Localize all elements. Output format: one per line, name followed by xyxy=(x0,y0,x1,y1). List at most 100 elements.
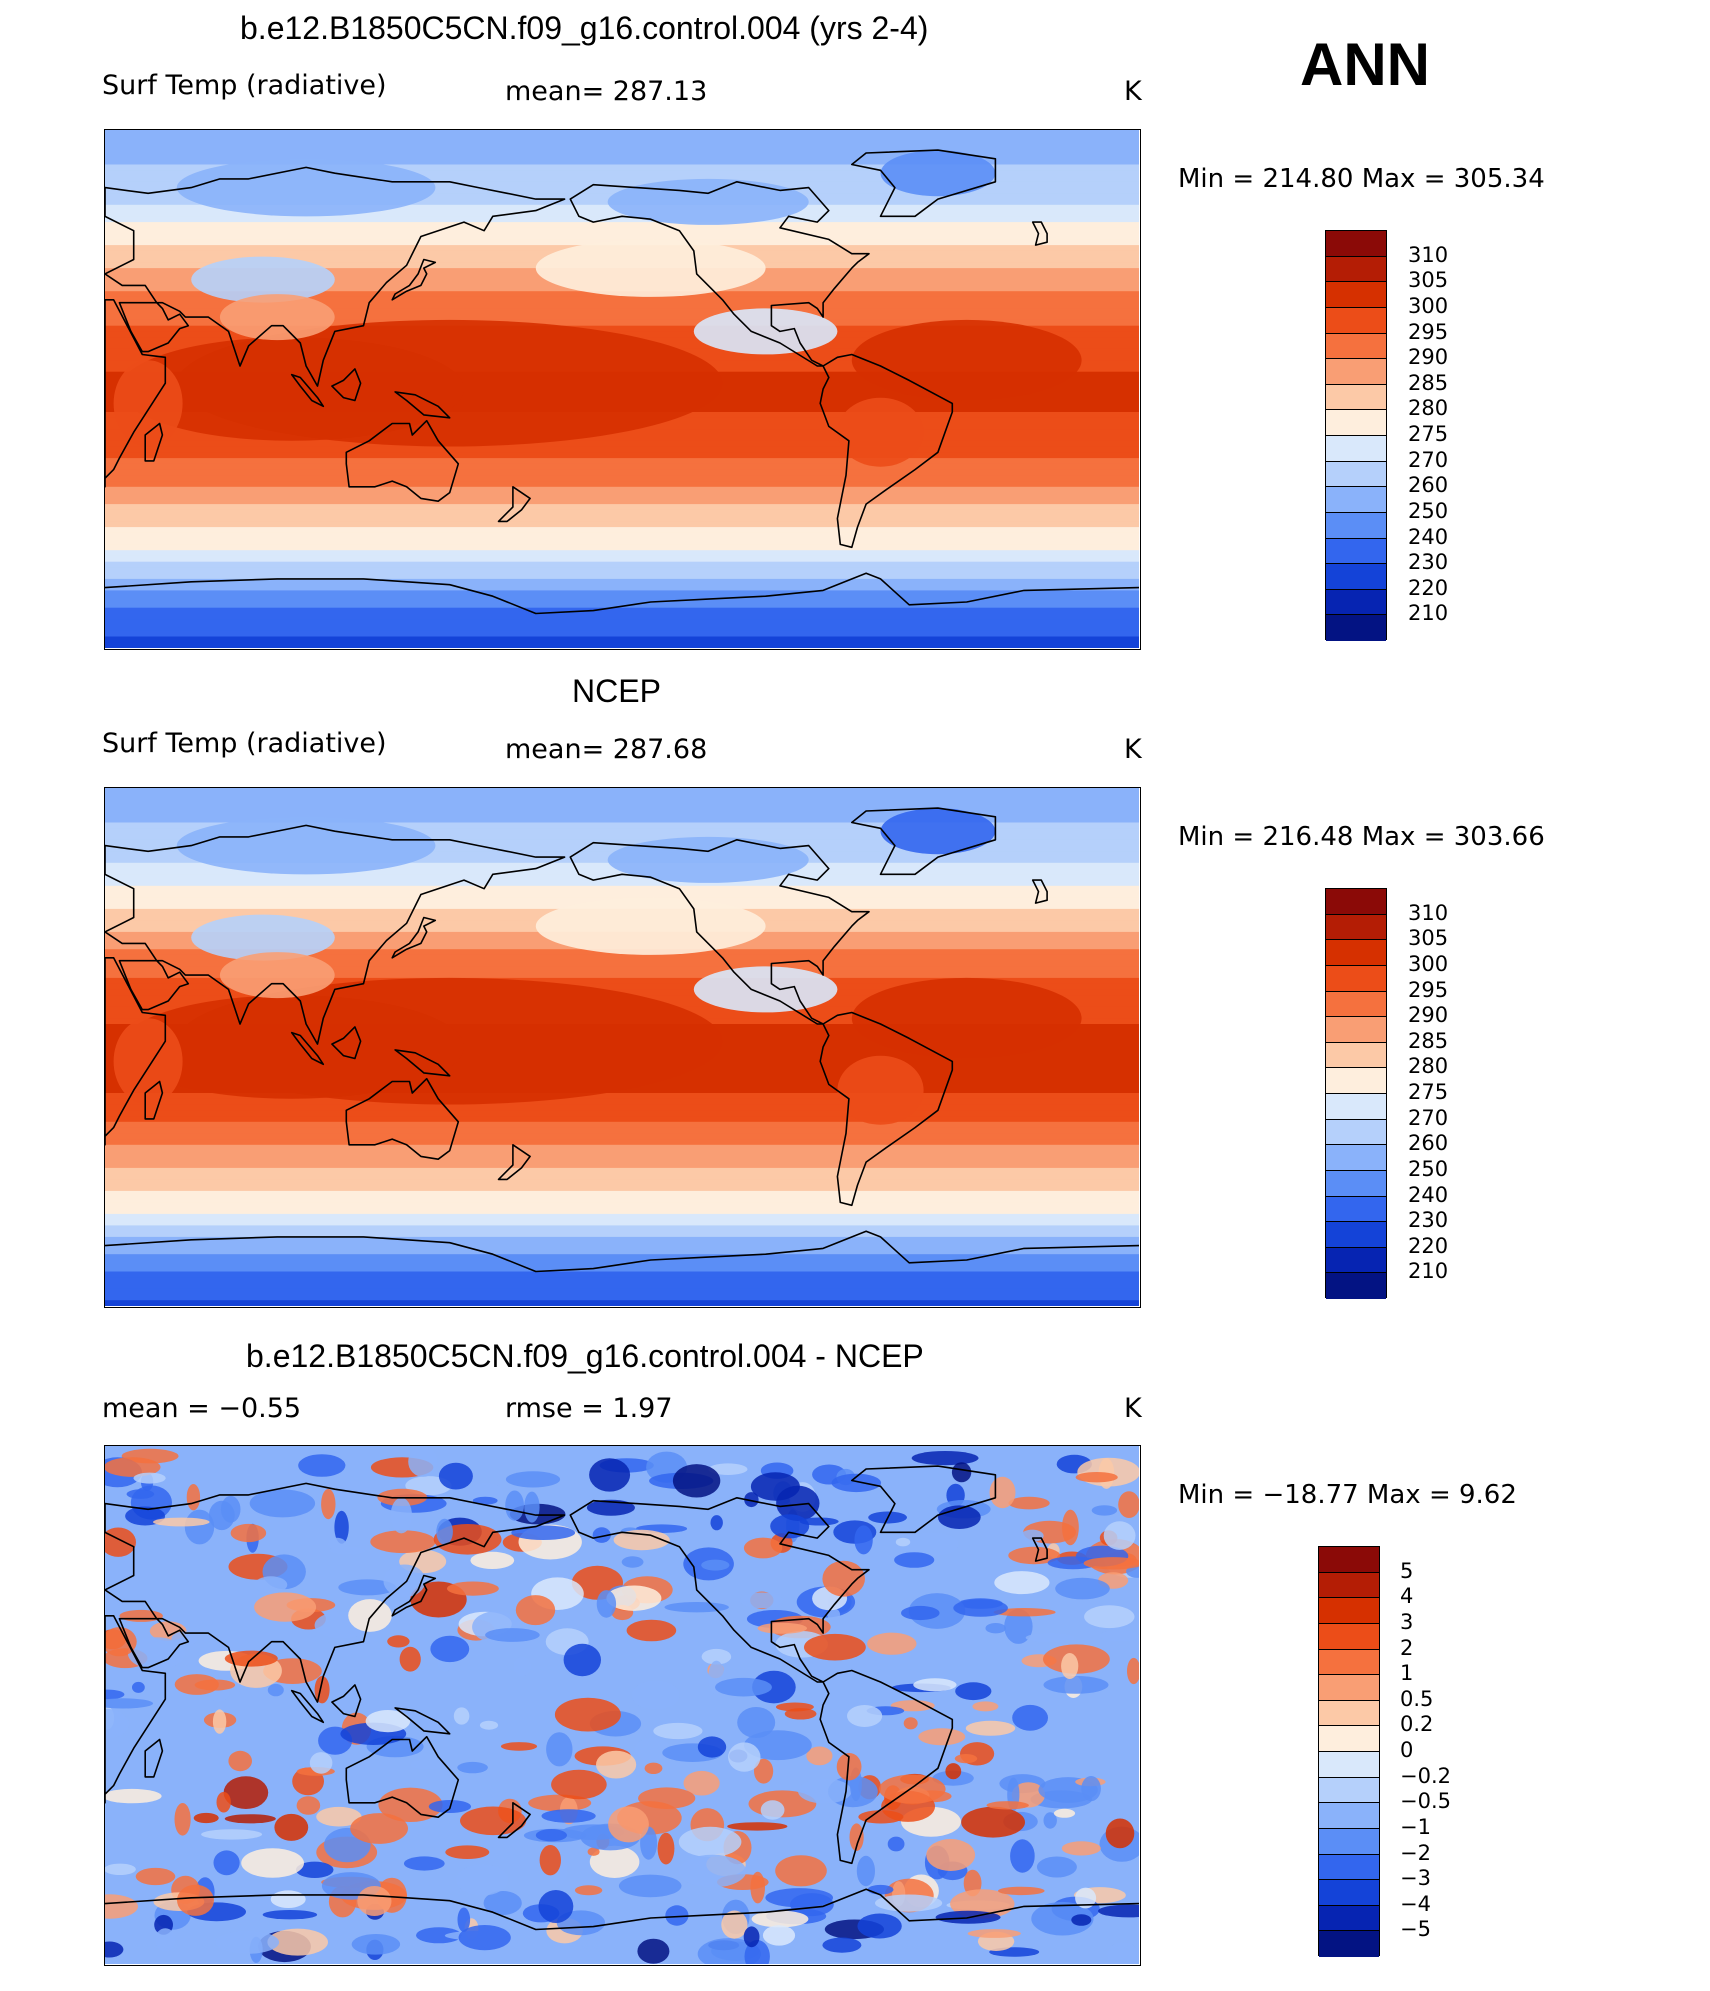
colorbar-label: 300 xyxy=(1408,293,1449,318)
difference-cell xyxy=(1011,1782,1045,1808)
difference-cell xyxy=(1025,1633,1075,1643)
coastline-sumatra xyxy=(290,373,325,408)
colorbar-swatch xyxy=(1319,1598,1379,1624)
difference-cell xyxy=(274,1813,309,1841)
difference-cell xyxy=(867,1884,894,1895)
difference-cell xyxy=(505,1471,561,1488)
difference-cell xyxy=(126,1489,155,1499)
coastline-madagascar xyxy=(144,1080,164,1120)
temperature-band xyxy=(105,977,1139,985)
colorbar-label: −5 xyxy=(1400,1917,1431,1942)
temperature-band xyxy=(105,1179,1139,1186)
temperature-band xyxy=(105,1202,1139,1209)
difference-cell xyxy=(171,1631,198,1646)
difference-cell xyxy=(905,1532,959,1557)
temperature-band xyxy=(105,596,1139,603)
difference-cell xyxy=(513,1656,532,1677)
temperature-band xyxy=(105,440,1139,448)
colorbar-swatch xyxy=(1326,1017,1386,1043)
colorbar-swatch xyxy=(1326,487,1386,513)
difference-cell xyxy=(806,1746,833,1766)
difference-cell xyxy=(455,1864,509,1896)
difference-cell xyxy=(727,1822,788,1831)
difference-cell xyxy=(1043,1812,1057,1829)
temperature-band xyxy=(105,1231,1139,1238)
difference-cell xyxy=(951,1462,972,1483)
difference-cell xyxy=(383,1564,426,1598)
temperature-band xyxy=(105,960,1139,968)
difference-cell xyxy=(836,1753,862,1781)
difference-cell xyxy=(458,1925,511,1951)
colorbar-label: −1 xyxy=(1400,1814,1431,1839)
difference-cell xyxy=(316,1806,362,1827)
temperature-band xyxy=(105,619,1139,626)
difference-cell xyxy=(798,1778,852,1804)
temperature-band xyxy=(105,1121,1139,1129)
difference-cell xyxy=(327,1537,347,1551)
difference-cell xyxy=(911,1451,979,1466)
difference-cell xyxy=(228,1750,252,1772)
coastline-sumatra xyxy=(290,1031,325,1066)
temperature-band xyxy=(105,1116,1139,1123)
difference-cell xyxy=(737,1707,776,1738)
temperature-band xyxy=(105,1110,1139,1117)
colorbar-label: 230 xyxy=(1408,550,1449,575)
temperature-band xyxy=(105,1213,1139,1221)
difference-cell xyxy=(430,1635,470,1663)
temperature-anomaly-region xyxy=(693,308,838,355)
temperature-band xyxy=(105,805,1139,812)
difference-cell xyxy=(483,1891,522,1915)
coastline-uk xyxy=(1031,879,1048,904)
temperature-band xyxy=(105,788,1139,795)
temperature-band xyxy=(105,515,1139,522)
difference-cell xyxy=(1107,1942,1139,1964)
coastline-borneo xyxy=(331,1026,362,1060)
difference-cell xyxy=(665,1905,689,1926)
colorbar-swatch xyxy=(1326,1068,1386,1094)
coastlines xyxy=(105,149,1139,615)
temperature-band xyxy=(105,176,1139,183)
difference-cell xyxy=(998,1886,1045,1896)
difference-cell xyxy=(972,1701,999,1712)
difference-cell xyxy=(721,1910,748,1939)
difference-cell xyxy=(856,1855,876,1887)
difference-cell xyxy=(574,1885,603,1896)
season-label: ANN xyxy=(1300,31,1430,98)
colorbar-label: 5 xyxy=(1400,1558,1414,1583)
difference-cell xyxy=(985,1623,1006,1634)
coastline-samerica xyxy=(819,1011,954,1207)
difference-cell xyxy=(212,1709,227,1734)
colorbar-label: −0.2 xyxy=(1400,1763,1451,1788)
difference-cell xyxy=(563,1643,601,1677)
difference-cell xyxy=(105,1627,137,1657)
difference-cell xyxy=(644,1762,663,1774)
difference-cell xyxy=(416,1927,462,1944)
difference-cell xyxy=(334,1510,349,1544)
coastline-borneo xyxy=(331,1684,362,1718)
difference-cell xyxy=(1084,1605,1135,1629)
temperature-band xyxy=(105,469,1139,476)
temperature-anomaly-region xyxy=(607,178,809,225)
difference-cell xyxy=(728,1742,761,1772)
difference-cell xyxy=(790,1893,834,1917)
temperature-band xyxy=(105,885,1139,893)
difference-cell xyxy=(105,1708,130,1740)
temperature-band xyxy=(105,816,1139,824)
difference-cell xyxy=(105,1457,161,1477)
difference-cell xyxy=(589,1458,631,1492)
temperature-anomaly-region xyxy=(535,897,766,955)
temperature-band xyxy=(105,147,1139,154)
difference-cell xyxy=(505,1490,524,1521)
temperature-anomaly-region xyxy=(880,150,996,197)
difference-cell xyxy=(298,1454,346,1477)
difference-cell xyxy=(744,1730,812,1761)
difference-cell xyxy=(683,1770,720,1796)
difference-cell xyxy=(267,1683,284,1697)
difference-cell xyxy=(678,1854,747,1888)
temperature-band xyxy=(105,954,1139,962)
difference-cell xyxy=(1105,1818,1135,1849)
temperature-band xyxy=(105,1288,1139,1296)
panel-1-left-label: Surf Temp (radiative) xyxy=(102,70,387,101)
temperature-band xyxy=(105,302,1139,310)
difference-cell xyxy=(989,1476,1016,1509)
